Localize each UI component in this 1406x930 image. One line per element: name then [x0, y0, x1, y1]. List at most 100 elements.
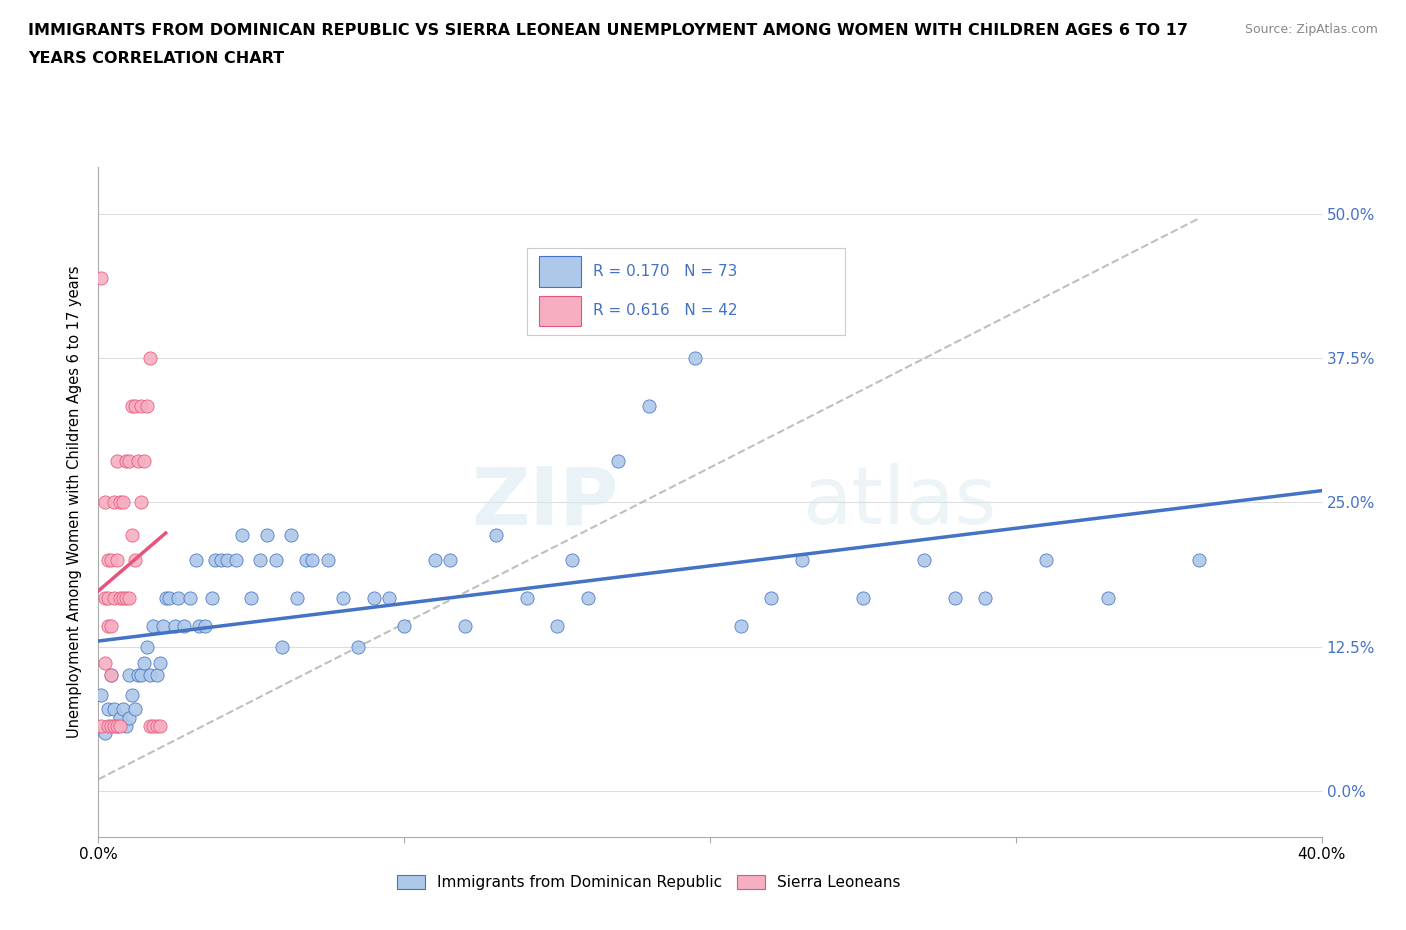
Point — [943, 591, 966, 605]
Point — [149, 656, 172, 671]
Point — [576, 591, 599, 605]
Point — [270, 639, 292, 654]
Legend: Immigrants from Dominican Republic, Sierra Leoneans: Immigrants from Dominican Republic, Sier… — [391, 869, 907, 897]
Point — [139, 351, 162, 365]
Point — [100, 668, 122, 683]
Point — [179, 591, 201, 605]
Point — [100, 618, 122, 633]
Point — [142, 618, 165, 633]
Point — [280, 527, 302, 542]
Bar — [540, 296, 581, 326]
Point — [139, 668, 162, 683]
Point — [912, 552, 935, 567]
Point — [118, 668, 141, 683]
Point — [852, 591, 875, 605]
Point — [485, 527, 508, 542]
Point — [516, 591, 538, 605]
Point — [167, 591, 190, 605]
Point — [108, 719, 131, 734]
Point — [97, 591, 120, 605]
Point — [347, 639, 370, 654]
Point — [142, 719, 165, 734]
Point — [93, 725, 115, 740]
Point — [90, 687, 112, 702]
Point — [186, 552, 208, 567]
Point — [392, 618, 416, 633]
Point — [127, 453, 149, 468]
Point — [249, 552, 271, 567]
Point — [149, 719, 172, 734]
Point — [240, 591, 263, 605]
Text: atlas: atlas — [801, 463, 995, 541]
Y-axis label: Unemployment Among Women with Children Ages 6 to 17 years: Unemployment Among Women with Children A… — [67, 266, 83, 738]
Point — [129, 495, 152, 510]
Point — [145, 668, 167, 683]
Bar — [540, 257, 581, 287]
Point — [607, 453, 630, 468]
Point — [108, 711, 131, 725]
Point — [100, 719, 122, 734]
Point — [225, 552, 247, 567]
Point — [115, 591, 138, 605]
Text: R = 0.616   N = 42: R = 0.616 N = 42 — [593, 303, 738, 318]
Point — [301, 552, 323, 567]
Point — [105, 719, 128, 734]
Point — [145, 719, 167, 734]
Point — [118, 711, 141, 725]
Point — [115, 719, 138, 734]
Text: ZIP: ZIP — [471, 463, 619, 541]
Point — [1097, 591, 1119, 605]
Point — [129, 399, 152, 414]
Point — [127, 668, 149, 683]
Point — [124, 701, 146, 716]
Point — [194, 618, 217, 633]
Point — [97, 552, 120, 567]
Point — [285, 591, 308, 605]
Text: R = 0.170   N = 73: R = 0.170 N = 73 — [593, 264, 738, 279]
Text: IMMIGRANTS FROM DOMINICAN REPUBLIC VS SIERRA LEONEAN UNEMPLOYMENT AMONG WOMEN WI: IMMIGRANTS FROM DOMINICAN REPUBLIC VS SI… — [28, 23, 1188, 38]
Point — [121, 527, 143, 542]
Point — [103, 701, 125, 716]
Point — [129, 668, 152, 683]
Point — [439, 552, 461, 567]
Point — [152, 618, 174, 633]
Point — [204, 552, 226, 567]
Point — [316, 552, 339, 567]
Point — [730, 618, 752, 633]
Point — [139, 719, 162, 734]
Point — [105, 552, 128, 567]
Point — [136, 639, 159, 654]
Point — [121, 399, 143, 414]
Point — [90, 271, 112, 286]
Point — [108, 495, 131, 510]
Point — [209, 552, 232, 567]
Point — [363, 591, 385, 605]
Point — [188, 618, 211, 633]
Point — [790, 552, 813, 567]
Point — [561, 552, 583, 567]
Point — [97, 618, 120, 633]
Point — [111, 591, 134, 605]
Point — [103, 719, 125, 734]
Point — [93, 656, 115, 671]
Text: YEARS CORRELATION CHART: YEARS CORRELATION CHART — [28, 51, 284, 66]
Point — [105, 453, 128, 468]
Point — [423, 552, 446, 567]
Point — [100, 552, 122, 567]
Point — [256, 527, 278, 542]
Point — [90, 719, 112, 734]
Point — [103, 591, 125, 605]
Point — [103, 495, 125, 510]
Point — [134, 656, 156, 671]
Point — [332, 591, 354, 605]
Point — [93, 591, 115, 605]
Point — [454, 618, 477, 633]
Point — [163, 618, 186, 633]
Point — [155, 591, 177, 605]
Point — [97, 701, 120, 716]
Point — [264, 552, 287, 567]
Point — [546, 618, 568, 633]
Point — [637, 399, 661, 414]
Point — [974, 591, 997, 605]
Point — [111, 495, 134, 510]
